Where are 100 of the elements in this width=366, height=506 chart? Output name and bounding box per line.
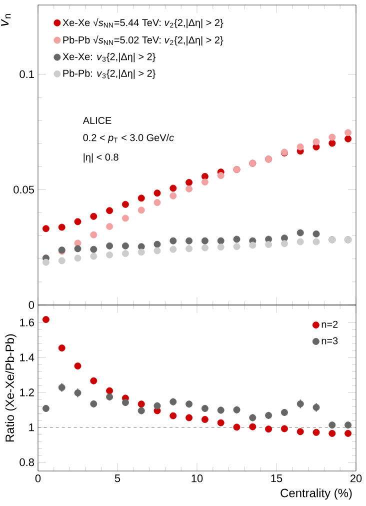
- point: [312, 428, 320, 436]
- point: [280, 425, 288, 432]
- point: [138, 194, 145, 202]
- point: [312, 404, 320, 411]
- y-tick-label: 1: [29, 424, 34, 432]
- point: [344, 422, 352, 429]
- point: [138, 206, 145, 214]
- point: [296, 428, 304, 436]
- point: [90, 212, 98, 220]
- point: [233, 236, 240, 243]
- x-tick-label: 5: [114, 474, 120, 482]
- point: [233, 406, 240, 414]
- point: [280, 240, 288, 248]
- point: [186, 185, 193, 192]
- point: [122, 242, 129, 250]
- point: [233, 424, 240, 431]
- point: [312, 238, 320, 246]
- point: [344, 129, 352, 136]
- point: [265, 412, 272, 419]
- point: [106, 242, 114, 250]
- point: [58, 224, 66, 231]
- legend-label: n=2: [322, 320, 338, 328]
- point: [186, 245, 193, 252]
- annotation: ALICE: [82, 116, 112, 124]
- point: [217, 244, 224, 251]
- point: [154, 402, 161, 410]
- y-axis-title: v$_{n}$: [1, 14, 11, 26]
- point: [217, 172, 224, 180]
- point: [170, 398, 177, 406]
- point: [42, 316, 50, 323]
- point: [328, 134, 336, 141]
- y-tick-label: 0.05: [14, 186, 34, 194]
- point: [90, 400, 98, 408]
- point: [122, 200, 129, 208]
- point: [201, 416, 208, 423]
- point: [233, 243, 240, 250]
- y-tick-label: 1.2: [20, 388, 34, 396]
- point: [170, 192, 177, 200]
- point: [312, 230, 320, 238]
- y-tick-label: 1.6: [20, 318, 34, 326]
- x-tick-label: 0: [35, 474, 41, 482]
- point: [296, 229, 304, 236]
- y-axis-title: Ratio (Xe-Xe/Pb-Pb): [5, 334, 16, 442]
- x-tick-label: 15: [271, 474, 282, 482]
- annotation: 0.2 < p$_{T}$ < 3.0 GeV/c: [83, 134, 174, 144]
- point: [170, 237, 177, 244]
- x-axis-title: Centrality (%): [280, 488, 352, 500]
- x-tick-label: 10: [192, 474, 203, 482]
- point: [154, 190, 161, 197]
- point: [265, 426, 272, 433]
- annotation: |η| < 0.8: [84, 153, 118, 163]
- point: [74, 218, 82, 226]
- point: [170, 412, 177, 420]
- legend-label: Xe-Xe √s$_{NN}$=5.44 TeV: v$_{2}${2,|Δη| > 2}: [62, 18, 224, 28]
- point: [328, 422, 336, 429]
- point: [328, 140, 336, 147]
- y-tick-label: 0.8: [20, 458, 34, 466]
- point: [58, 257, 66, 264]
- point: [138, 407, 145, 414]
- point: [122, 399, 129, 406]
- point: [201, 237, 208, 244]
- point: [217, 237, 224, 244]
- y-tick-label: 0.1: [20, 70, 34, 78]
- point: [106, 393, 114, 400]
- point: [280, 408, 288, 416]
- point: [122, 214, 129, 222]
- point: [201, 404, 208, 412]
- point: [265, 241, 272, 248]
- point: [217, 406, 224, 414]
- y-tick-label: 1.4: [20, 354, 34, 362]
- point: [296, 143, 304, 150]
- legend-label: n=3: [322, 337, 338, 344]
- point: [249, 414, 256, 422]
- point: [74, 254, 82, 262]
- point: [249, 242, 256, 249]
- point: [90, 231, 98, 238]
- point: [186, 400, 193, 408]
- legend-label: Pb-Pb: v$_{3}${2,|Δη| > 2}: [63, 70, 156, 79]
- point: [74, 362, 82, 370]
- legend-label: Xe-Xe: v$_{3}${2,|Δη| > 2}: [62, 52, 156, 62]
- point: [170, 184, 177, 192]
- point: [58, 344, 66, 352]
- point: [170, 246, 177, 253]
- point: [296, 238, 304, 246]
- point: [217, 419, 224, 426]
- point: [328, 430, 336, 437]
- point: [122, 250, 129, 258]
- point: [74, 245, 82, 252]
- point: [154, 240, 161, 248]
- point: [249, 423, 256, 430]
- point: [201, 178, 208, 186]
- point: [90, 252, 98, 260]
- point: [138, 400, 145, 408]
- point: [42, 258, 50, 266]
- point: [312, 138, 320, 146]
- point: [154, 199, 161, 206]
- point: [90, 377, 98, 384]
- point: [42, 404, 50, 412]
- point: [186, 178, 193, 186]
- point: [106, 251, 114, 258]
